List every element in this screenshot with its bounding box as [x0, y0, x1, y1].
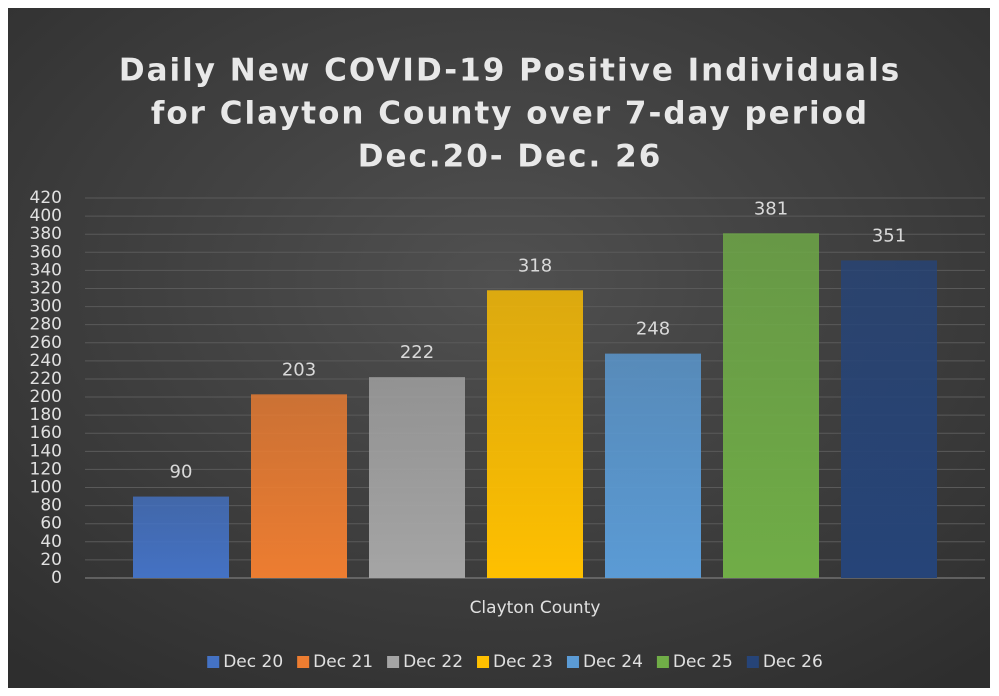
- legend-swatch: [207, 656, 220, 668]
- y-tick-label: 240: [30, 351, 62, 371]
- legend-label: Dec 23: [493, 652, 553, 672]
- y-tick-label: 180: [30, 405, 62, 425]
- legend-swatch: [566, 656, 579, 668]
- data-label: 318: [518, 255, 552, 276]
- data-label: 381: [754, 198, 788, 219]
- data-label: 248: [636, 319, 670, 340]
- y-tick-label: 280: [30, 315, 62, 335]
- bar: [251, 394, 347, 578]
- y-tick-label: 380: [30, 224, 62, 244]
- data-label: 351: [872, 225, 906, 246]
- data-label: 90: [170, 462, 193, 483]
- legend-swatch: [387, 656, 400, 668]
- y-tick-label: 320: [30, 278, 62, 298]
- legend-label: Dec 22: [403, 652, 463, 672]
- data-label: 222: [400, 342, 434, 363]
- y-tick-label: 120: [30, 459, 62, 479]
- y-tick-label: 340: [30, 260, 62, 280]
- legend-swatch: [656, 656, 669, 668]
- y-tick-label: 200: [30, 387, 62, 407]
- legend-label: Dec 26: [763, 652, 823, 672]
- y-tick-label: 420: [30, 188, 62, 208]
- y-tick-label: 80: [40, 496, 62, 516]
- y-tick-label: 400: [30, 206, 62, 226]
- data-label: 203: [282, 359, 316, 380]
- y-tick-label: 100: [30, 478, 62, 498]
- bar: [841, 260, 937, 578]
- legend-label: Dec 21: [313, 652, 373, 672]
- chart-title: Daily New COVID-19 Positive Individuals f…: [119, 53, 901, 175]
- y-tick-label: 220: [30, 369, 62, 389]
- legend-swatch: [297, 656, 310, 668]
- legend-swatch: [746, 656, 759, 668]
- chart-title-line: Dec.20- Dec. 26: [358, 139, 663, 175]
- y-tick-label: 0: [51, 568, 62, 588]
- bar: [487, 290, 583, 578]
- bar: [723, 233, 819, 579]
- y-tick-label: 40: [40, 532, 62, 552]
- y-tick-label: 140: [30, 441, 62, 461]
- chart-title-line: for Clayton County over 7-day period: [151, 96, 869, 132]
- y-tick-label: 260: [30, 333, 62, 353]
- bar: [605, 353, 701, 578]
- y-tick-label: 60: [40, 514, 62, 534]
- bar: [369, 377, 465, 578]
- chart-title-line: Daily New COVID-19 Positive Individuals: [119, 53, 901, 89]
- bar: [133, 496, 229, 578]
- legend: Dec 20 Dec 21 Dec 22 Dec 23 Dec 24 Dec 25 Dec …: [207, 652, 823, 672]
- y-tick-label: 300: [30, 297, 62, 317]
- x-tick-label: Clayton County: [470, 598, 601, 618]
- legend-label: Dec 25: [673, 652, 733, 672]
- y-tick-label: 360: [30, 242, 62, 262]
- y-tick-label: 160: [30, 423, 62, 443]
- legend-label: Dec 20: [223, 652, 283, 672]
- y-tick-label: 20: [40, 550, 62, 570]
- legend-swatch: [477, 656, 490, 668]
- legend-label: Dec 24: [583, 652, 643, 672]
